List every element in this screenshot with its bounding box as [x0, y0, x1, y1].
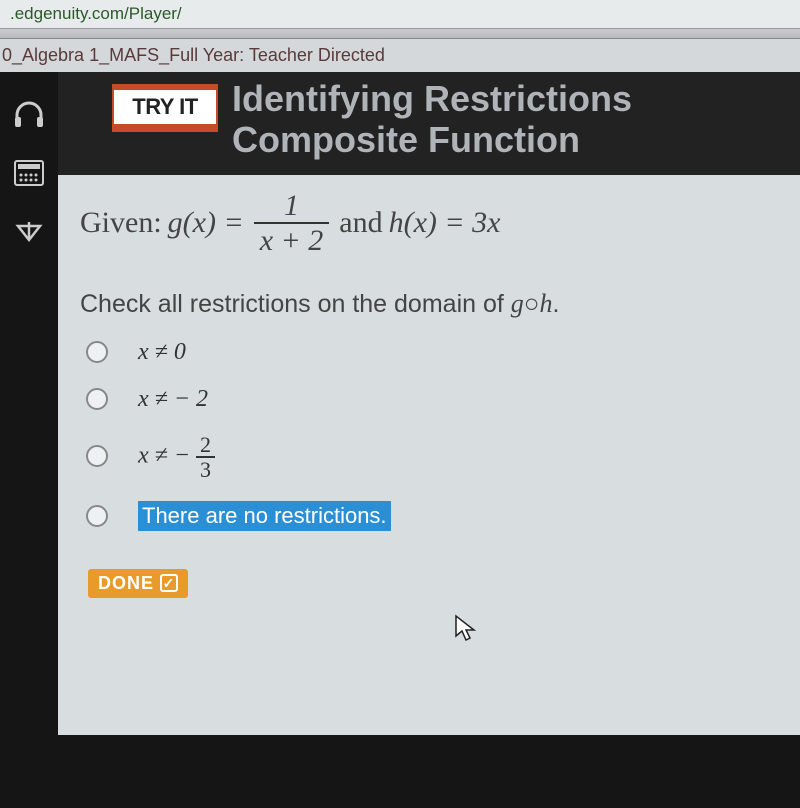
url-bar[interactable]: .edgenuity.com/Player/	[0, 0, 800, 29]
option-text: x ≠ − 2 3	[138, 433, 215, 481]
main-area: TRY IT Identifying Restrictions Composit…	[0, 72, 800, 808]
option-row[interactable]: x ≠ − 2 3	[80, 433, 782, 481]
radio-icon[interactable]	[86, 341, 108, 363]
radio-icon[interactable]	[86, 505, 108, 527]
content: TRY IT Identifying Restrictions Composit…	[58, 72, 800, 808]
option-row[interactable]: There are no restrictions.	[80, 501, 782, 531]
lesson-title: Identifying Restrictions Composite Funct…	[232, 78, 632, 161]
course-title: 0_Algebra 1_MAFS_Full Year: Teacher Dire…	[0, 39, 800, 72]
option-text-highlighted: There are no restrictions.	[138, 501, 391, 531]
check-icon: ✓	[160, 574, 178, 592]
done-button[interactable]: DONE ✓	[88, 569, 188, 598]
options-list: x ≠ 0 x ≠ − 2 x ≠ − 2 3	[80, 339, 782, 531]
question-panel: Given: g(x) = 1 x + 2 and h(x) = 3x Chec…	[58, 175, 800, 735]
done-label: DONE	[98, 573, 154, 594]
sidebar	[0, 72, 58, 808]
fraction: 1 x + 2	[254, 189, 330, 257]
lesson-header: TRY IT Identifying Restrictions Composit…	[58, 72, 800, 175]
try-it-badge: TRY IT	[112, 84, 218, 132]
try-it-label: TRY IT	[114, 90, 216, 124]
option-text: x ≠ 0	[138, 339, 186, 366]
option-row[interactable]: x ≠ − 2	[80, 386, 782, 413]
option-row[interactable]: x ≠ 0	[80, 339, 782, 366]
radio-icon[interactable]	[86, 388, 108, 410]
headphones-icon[interactable]	[12, 100, 46, 130]
calculator-icon[interactable]	[12, 158, 46, 188]
prompt-text: Check all restrictions on the domain of …	[80, 289, 782, 319]
option-text: x ≠ − 2	[138, 386, 208, 413]
collapse-icon[interactable]	[12, 216, 46, 246]
radio-icon[interactable]	[86, 445, 108, 467]
browser-toolbar	[0, 29, 800, 39]
url-text: .edgenuity.com/Player/	[10, 4, 182, 23]
given-expression: Given: g(x) = 1 x + 2 and h(x) = 3x	[80, 189, 782, 257]
